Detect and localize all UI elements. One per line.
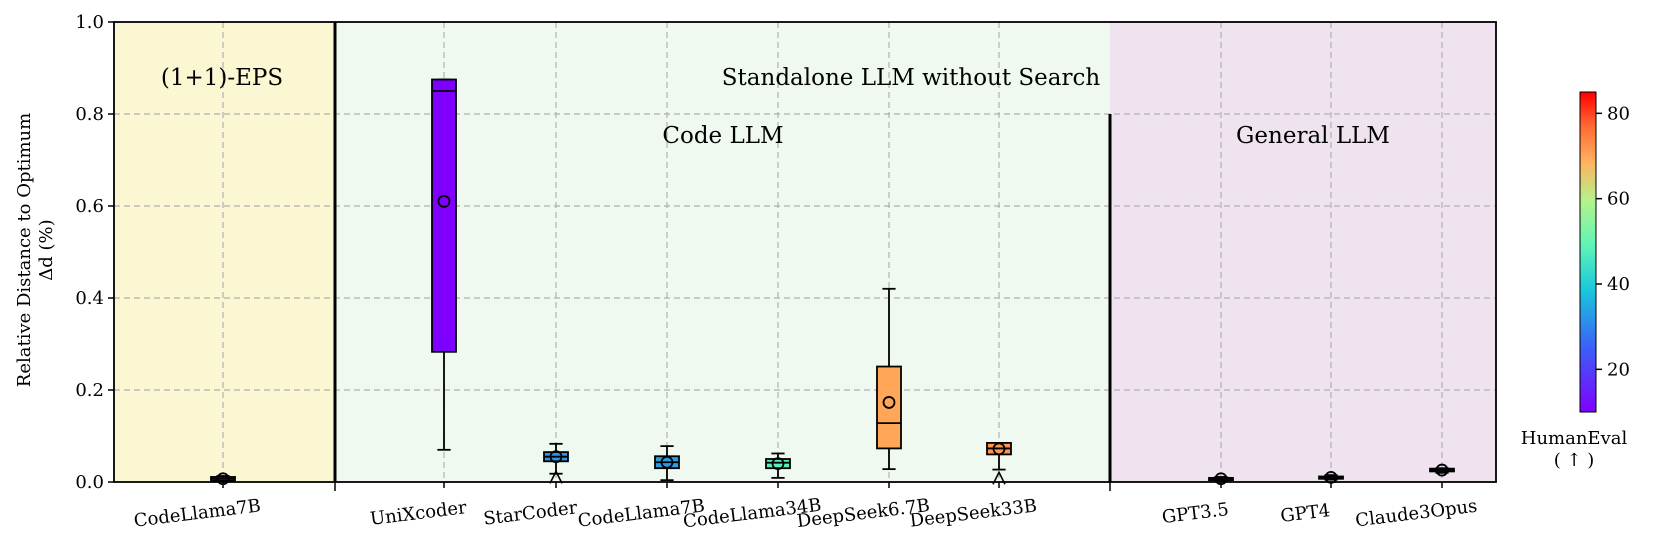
y-tick-label: 0.8	[75, 104, 104, 125]
x-category-label: GPT3.5	[1161, 499, 1230, 528]
colorbar-tick-label: 60	[1607, 189, 1630, 210]
y-tick-label: 1.0	[75, 12, 104, 33]
box-codellama34b	[765, 452, 791, 479]
colorbar-tick-label: 80	[1607, 103, 1630, 124]
box-codellama7b	[654, 445, 680, 482]
region-label-code-llm: Code LLM	[662, 123, 783, 149]
mean-marker	[549, 450, 563, 464]
x-category-label: GPT4	[1279, 500, 1331, 527]
box-body	[431, 78, 457, 353]
box-deepseek33b	[986, 441, 1012, 485]
mean-marker	[882, 396, 896, 409]
region-general-background	[1110, 22, 1496, 482]
mean-marker	[1435, 463, 1449, 477]
region-label-eps: (1+1)-EPS	[161, 65, 283, 91]
colorbar-sublabel: ( ↑ )	[1554, 450, 1595, 471]
x-category-label: CodeLlama7B	[133, 495, 262, 531]
box-deepseek6.7b	[876, 287, 902, 471]
mean-marker	[437, 194, 451, 208]
outlier-marker	[992, 470, 1006, 485]
y-tick-label: 0.6	[75, 196, 104, 217]
x-category-label: StarCoder	[482, 497, 579, 529]
x-category-label: Claude3Opus	[1354, 496, 1478, 532]
y-axis-label-line1: Relative Distance to Optimum	[14, 113, 35, 387]
mean-marker	[660, 455, 674, 469]
mean-marker	[992, 442, 1006, 456]
region-label-standalone: Standalone LLM without Search	[722, 65, 1101, 91]
region-eps-background	[114, 22, 335, 482]
box-unixcoder	[431, 78, 457, 451]
box-starcoder	[543, 442, 569, 484]
box-claude3opus	[1429, 463, 1455, 477]
colorbar-gradient	[1579, 91, 1597, 413]
box-body	[765, 458, 791, 470]
mean-marker	[771, 457, 785, 471]
region-standalone-background	[335, 22, 1110, 482]
region-label-general-llm: General LLM	[1236, 123, 1390, 149]
colorbar: 20 40 60 80 HumanEval ( ↑ )	[1521, 91, 1630, 471]
y-tick-label: 0.0	[75, 472, 104, 493]
x-category-label: UniXcoder	[369, 497, 468, 530]
colorbar-tick-label: 40	[1607, 274, 1630, 295]
colorbar-label: HumanEval	[1521, 428, 1628, 449]
y-tick-label: 0.2	[75, 380, 104, 401]
colorbar-tick-label: 20	[1607, 359, 1630, 380]
y-axis-label-line2: Δd (%)	[36, 219, 57, 280]
y-tick-label: 0.4	[75, 288, 104, 309]
plot-frame	[113, 21, 1497, 483]
outlier-marker	[549, 469, 563, 484]
